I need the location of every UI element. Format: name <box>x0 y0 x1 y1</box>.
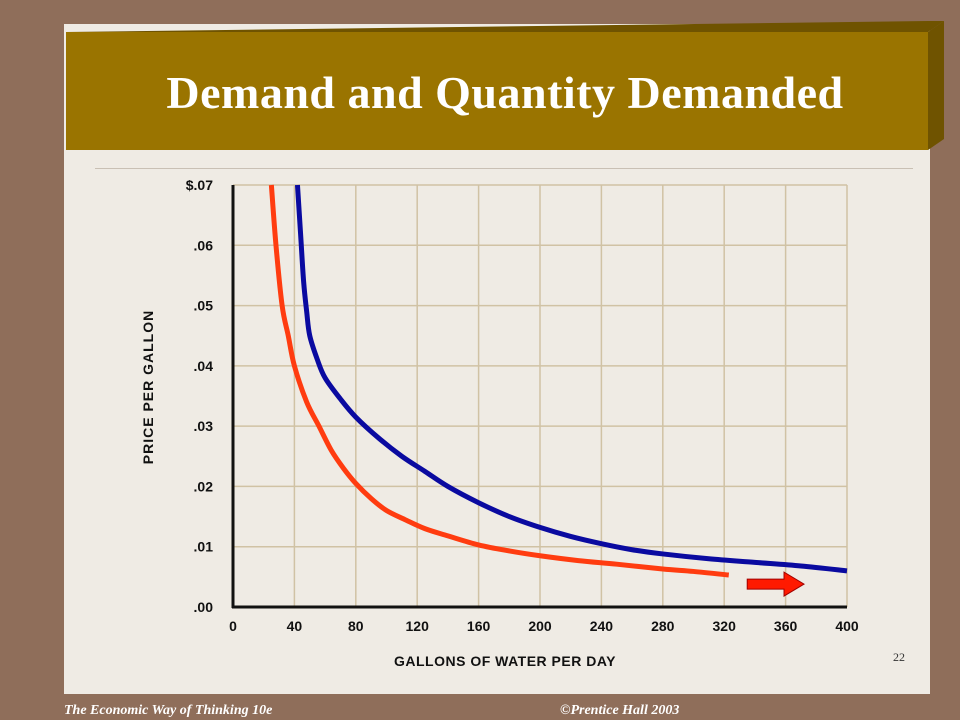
y-axis-title: PRICE PER GALLON <box>140 310 156 464</box>
title-divider <box>95 168 913 169</box>
x-tick-label: 360 <box>774 618 798 634</box>
banner-face <box>66 32 928 150</box>
x-tick-label: 320 <box>713 618 737 634</box>
x-tick-label: 400 <box>835 618 859 634</box>
x-tick-label: 80 <box>348 618 364 634</box>
footer-book-title: The Economic Way of Thinking 10e <box>64 703 273 718</box>
footer-copyright: ©Prentice Hall 2003 <box>560 703 680 718</box>
x-tick-label: 0 <box>229 618 237 634</box>
y-tick-label: .04 <box>194 358 214 374</box>
x-tick-label: 160 <box>467 618 491 634</box>
x-tick-label: 240 <box>590 618 614 634</box>
y-tick-label: .01 <box>194 539 214 555</box>
banner-side-bevel <box>928 21 944 150</box>
x-axis-title: GALLONS OF WATER PER DAY <box>394 653 616 669</box>
demand-curve-red <box>268 184 730 578</box>
x-tick-label: 200 <box>528 618 552 634</box>
y-tick-label: .05 <box>194 298 214 314</box>
y-tick-label: .06 <box>194 237 214 253</box>
banner-top-bevel <box>66 21 944 32</box>
y-tick-label: .03 <box>194 418 214 434</box>
shift-arrow <box>746 571 805 597</box>
slide-number: 22 <box>893 650 905 664</box>
slide-title: Demand and Quantity Demanded <box>166 67 844 118</box>
x-tick-label: 280 <box>651 618 675 634</box>
y-tick-label: $.07 <box>186 177 213 193</box>
x-tick-label: 120 <box>406 618 430 634</box>
demand-curve-blue <box>294 184 848 574</box>
y-tick-label: .02 <box>194 478 214 494</box>
y-tick-label: .00 <box>194 599 214 615</box>
x-tick-label: 40 <box>287 618 303 634</box>
title-banner <box>66 21 944 150</box>
